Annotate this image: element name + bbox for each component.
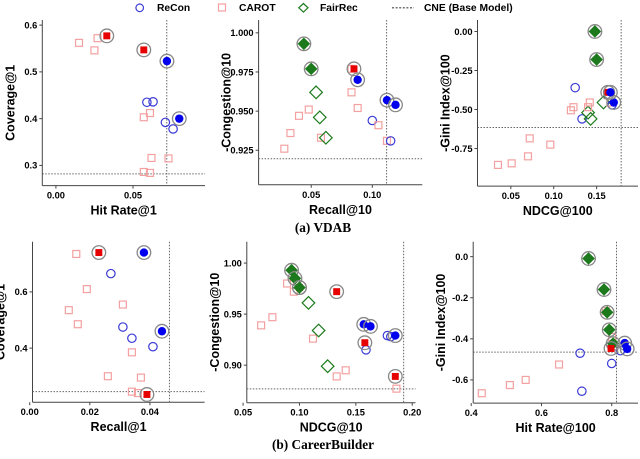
svg-text:0.0: 0.0 [455, 252, 468, 262]
svg-text:NDCG@10: NDCG@10 [300, 421, 363, 435]
svg-text:0.4: 0.4 [15, 343, 29, 353]
svg-text:0.15: 0.15 [347, 408, 365, 418]
svg-text:CAROT: CAROT [239, 3, 276, 14]
svg-text:ReCon: ReCon [157, 3, 190, 14]
svg-text:0.20: 0.20 [403, 408, 421, 418]
svg-text:0.04: 0.04 [141, 407, 160, 417]
svg-text:0.975: 0.975 [230, 67, 253, 77]
svg-text:0.10: 0.10 [363, 190, 381, 200]
svg-text:Recall@10: Recall@10 [309, 203, 372, 217]
svg-text:-0.6: -0.6 [452, 375, 468, 385]
svg-text:-0.2: -0.2 [452, 293, 468, 303]
svg-text:0.8: 0.8 [605, 408, 618, 418]
svg-text:NDCG@100: NDCG@100 [523, 204, 593, 218]
svg-text:Recall@1: Recall@1 [91, 420, 147, 434]
svg-text:0.6: 0.6 [24, 20, 37, 30]
svg-text:0.5: 0.5 [24, 67, 37, 77]
svg-text:0.6: 0.6 [535, 408, 548, 418]
svg-text:0.05: 0.05 [502, 191, 520, 201]
svg-text:-Congestion@10: -Congestion@10 [208, 273, 222, 372]
svg-text:0.00: 0.00 [454, 27, 472, 37]
svg-text:0.00: 0.00 [21, 407, 39, 417]
svg-text:0.925: 0.925 [230, 146, 253, 156]
svg-text:0.950: 0.950 [230, 106, 253, 116]
svg-text:Coverage@1: Coverage@1 [0, 284, 8, 360]
svg-text:Hit Rate@100: Hit Rate@100 [515, 421, 595, 435]
svg-text:0.3: 0.3 [24, 161, 37, 171]
svg-text:FairRec: FairRec [320, 3, 358, 14]
svg-text:0.95: 0.95 [224, 309, 242, 319]
svg-text:1.00: 1.00 [224, 258, 242, 268]
svg-text:0.00: 0.00 [47, 191, 65, 201]
svg-text:(b) CareerBuilder: (b) CareerBuilder [272, 437, 374, 452]
svg-text:0.4: 0.4 [465, 408, 479, 418]
svg-text:-0.4: -0.4 [452, 334, 469, 344]
svg-text:1.000: 1.000 [230, 28, 253, 38]
svg-text:CNE (Base Model): CNE (Base Model) [424, 3, 513, 14]
svg-text:-0.75: -0.75 [451, 144, 472, 154]
svg-text:0.05: 0.05 [124, 191, 142, 201]
svg-text:0.6: 0.6 [15, 287, 28, 297]
svg-text:0.02: 0.02 [81, 407, 99, 417]
svg-text:-Gini Index@100: -Gini Index@100 [434, 274, 448, 372]
svg-text:-0.50: -0.50 [451, 105, 472, 115]
svg-text:-0.25: -0.25 [451, 66, 472, 76]
svg-text:Coverage@1: Coverage@1 [3, 65, 17, 141]
svg-text:0.90: 0.90 [224, 360, 242, 370]
svg-text:0.4: 0.4 [24, 114, 38, 124]
svg-text:0.15: 0.15 [588, 191, 606, 201]
svg-text:0.10: 0.10 [290, 408, 308, 418]
svg-text:Hit Rate@1: Hit Rate@1 [90, 204, 156, 218]
svg-text:0.10: 0.10 [545, 191, 563, 201]
svg-text:-Congestion@10: -Congestion@10 [220, 53, 234, 152]
svg-text:0.05: 0.05 [302, 190, 320, 200]
svg-text:0.05: 0.05 [234, 408, 252, 418]
svg-text:-Gini Index@100: -Gini Index@100 [439, 54, 453, 152]
svg-text:(a) VDAB: (a) VDAB [295, 220, 351, 235]
